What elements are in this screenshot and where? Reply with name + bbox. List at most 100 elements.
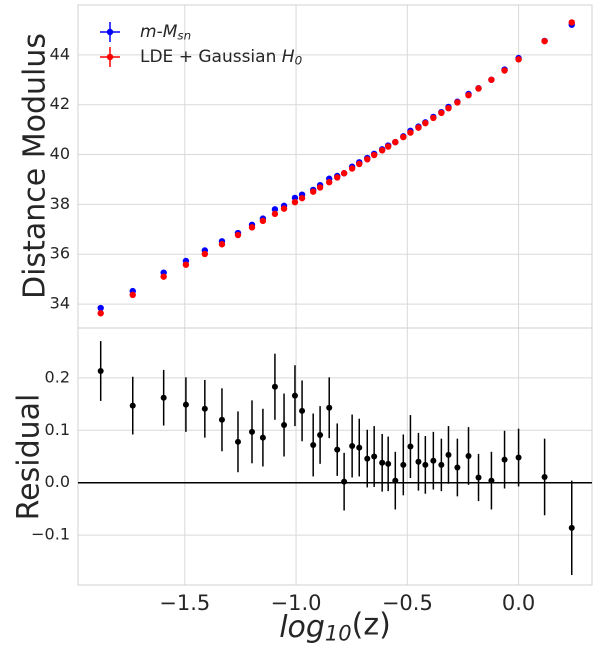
data-point: [384, 143, 392, 150]
data-point: [430, 457, 437, 464]
data-point: [271, 383, 278, 390]
data-point: [465, 92, 472, 99]
data-point: [445, 104, 452, 112]
data-point: [515, 56, 522, 63]
data-point: [218, 416, 225, 423]
data-point: [438, 109, 445, 117]
data-point: [316, 184, 324, 191]
data-point: [97, 304, 104, 312]
data-point: [234, 438, 241, 445]
data-point: [129, 291, 136, 299]
y-tick-label: 42: [50, 94, 70, 113]
legend-label: m-Msn​: [140, 22, 191, 42]
data-point: [385, 460, 392, 467]
data-point: [182, 261, 190, 268]
data-point: [515, 454, 522, 461]
y-tick-label: 44: [50, 44, 70, 63]
x-tick-label: −0.5: [382, 591, 433, 615]
legend-marker: [106, 53, 114, 61]
data-point: [309, 188, 317, 195]
data-point: [349, 443, 356, 450]
y-tick-label: 38: [50, 194, 70, 213]
data-point: [488, 76, 495, 83]
data-point: [422, 461, 429, 468]
data-point: [568, 524, 575, 531]
data-point: [488, 477, 495, 484]
data-point: [326, 404, 333, 411]
y-tick-label: 34: [50, 294, 70, 313]
x-tick-label: 0.0: [502, 591, 535, 615]
plot-frame: [77, 327, 593, 586]
data-point: [271, 210, 279, 218]
data-point: [454, 99, 461, 106]
data-point: [392, 477, 399, 484]
data-point: [259, 434, 266, 441]
y-tick-label: −0.1: [31, 525, 70, 544]
y-tick-label: 0.1: [45, 420, 70, 439]
data-point: [234, 231, 242, 239]
data-point: [501, 67, 508, 74]
data-point: [445, 451, 452, 458]
data-point: [317, 431, 324, 438]
y-tick-label: 0.0: [45, 472, 70, 491]
data-point: [407, 443, 414, 450]
y-tick-label: 0.2: [45, 367, 70, 386]
data-point: [281, 422, 288, 429]
data-point: [356, 160, 363, 168]
data-point: [201, 250, 209, 258]
data-point: [371, 453, 378, 460]
data-point: [271, 206, 279, 213]
data-point: [364, 455, 371, 462]
data-point: [310, 441, 317, 448]
y-axis-label: Residual: [12, 394, 47, 521]
data-point: [259, 217, 267, 225]
y-tick-label: 40: [50, 144, 70, 163]
data-point: [291, 198, 299, 206]
x-tick-label: −1.0: [271, 591, 322, 615]
data-point: [422, 119, 429, 127]
data-point: [218, 241, 226, 248]
x-tick-label: −1.5: [159, 591, 210, 615]
data-point: [97, 310, 104, 317]
data-point: [541, 37, 548, 45]
data-point: [364, 156, 371, 163]
legend-marker: [106, 28, 114, 36]
data-point: [475, 474, 482, 481]
data-point: [340, 170, 348, 177]
data-point: [129, 402, 136, 409]
data-point: [568, 19, 575, 26]
data-point: [248, 224, 256, 231]
x-axis-label: log10​(z): [279, 607, 391, 646]
data-point: [97, 368, 104, 375]
data-point: [465, 452, 472, 459]
data-point: [541, 473, 548, 480]
data-point: [348, 165, 356, 172]
data-point: [454, 464, 461, 471]
y-tick-label: 36: [50, 244, 70, 263]
data-point: [378, 147, 386, 154]
data-point: [379, 459, 386, 466]
data-point: [326, 179, 333, 186]
data-point: [415, 458, 422, 465]
data-point: [249, 428, 256, 435]
data-point: [501, 456, 508, 463]
data-point: [400, 133, 407, 141]
data-point: [392, 138, 399, 146]
data-point: [334, 174, 341, 181]
data-point: [201, 405, 208, 412]
data-point: [475, 85, 482, 92]
legend-label: LDE + Gaussian H0​: [140, 47, 302, 67]
data-point: [400, 461, 407, 468]
data-point: [160, 394, 167, 401]
data-point: [298, 194, 306, 202]
data-point: [407, 129, 414, 136]
data-point: [415, 124, 422, 131]
data-point: [299, 407, 306, 414]
data-point: [291, 392, 298, 399]
y-axis-label: Distance Modulus: [18, 33, 53, 299]
data-point: [160, 273, 167, 280]
data-point: [334, 446, 341, 453]
data-point: [356, 444, 363, 451]
data-point: [430, 114, 437, 122]
